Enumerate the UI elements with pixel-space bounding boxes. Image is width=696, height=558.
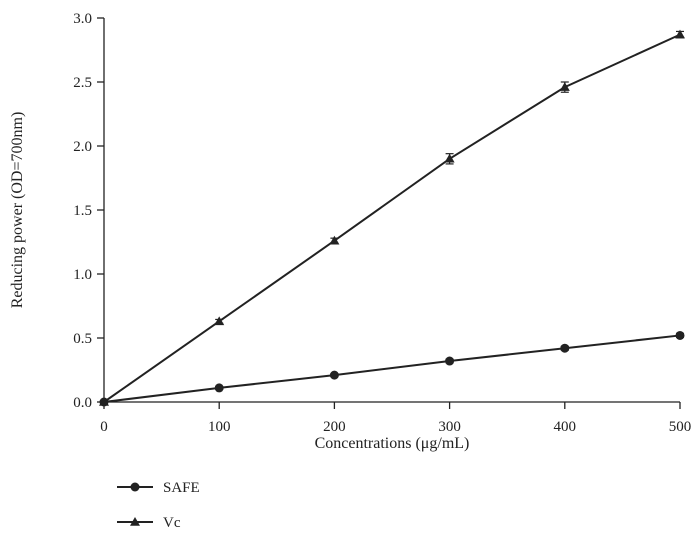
x-ticks: 0 100 200 300 400 500: [100, 402, 691, 435]
y-axis-title: Reducing power (OD=700nm): [9, 112, 26, 309]
data-point-safe: [329, 370, 339, 380]
x-axis-title: Concentrations (μg/mL): [315, 435, 470, 452]
series-line-vc: [103, 33, 681, 403]
legend-label-safe: SAFE: [163, 480, 200, 496]
y-tick-label: 0.0: [73, 395, 92, 411]
y-tick-label: 0.5: [73, 331, 92, 347]
x-tick-label: 0: [100, 419, 108, 435]
x-tick-label: 500: [669, 419, 692, 435]
y-tick-label: 2.5: [73, 75, 92, 91]
data-point-safe: [214, 383, 224, 393]
y-tick-label: 2.0: [73, 139, 92, 155]
data-point-safe: [445, 356, 455, 366]
legend-marker-safe: [130, 482, 140, 492]
legend: SAFE Vc: [117, 480, 200, 531]
data-point-vc: [99, 397, 109, 406]
series-line-safe: [103, 334, 681, 403]
legend-label-vc: Vc: [163, 515, 181, 531]
y-tick-label: 3.0: [73, 11, 92, 27]
data-point-vc: [675, 29, 685, 39]
y-tick-label: 1.0: [73, 267, 92, 283]
y-ticks: 0.0 0.5 1.0 1.5 2.0 2.5 3.0: [73, 11, 104, 411]
x-tick-label: 300: [438, 419, 461, 435]
legend-marker-vc: [130, 517, 140, 526]
x-tick-label: 400: [554, 419, 577, 435]
legend-item-vc: Vc: [117, 515, 181, 531]
data-point-vc: [329, 235, 340, 245]
series-safe: [99, 330, 685, 407]
legend-item-safe: SAFE: [117, 480, 200, 496]
data-point-vc: [559, 82, 570, 91]
y-tick-label: 1.5: [73, 203, 92, 219]
data-point-safe: [560, 343, 570, 353]
series-vc: [99, 29, 685, 406]
data-point-vc: [214, 316, 225, 326]
x-tick-label: 100: [208, 419, 231, 435]
data-point-safe: [675, 330, 685, 340]
data-point-vc: [444, 153, 455, 163]
x-tick-label: 200: [323, 419, 346, 435]
series-layer: [99, 29, 685, 407]
